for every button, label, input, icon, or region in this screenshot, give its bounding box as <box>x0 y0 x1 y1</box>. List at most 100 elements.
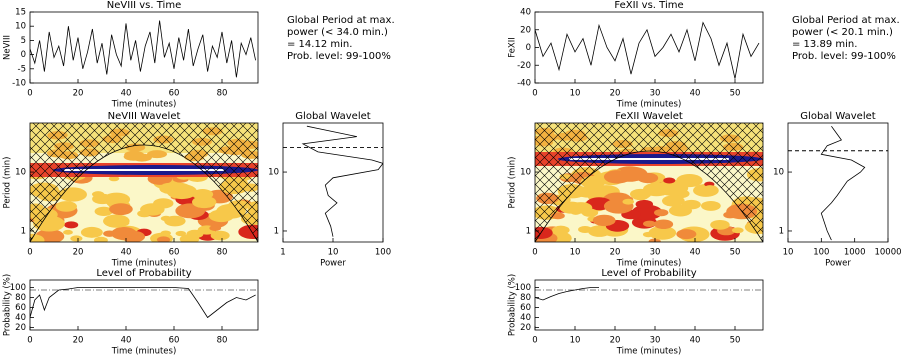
wavelet-blob <box>592 214 616 227</box>
x-tick-label: 20 <box>610 89 621 99</box>
y-tick-label: 0 <box>21 50 26 60</box>
x-tick-label: 20 <box>73 336 84 346</box>
data-line <box>535 21 760 79</box>
wavelet-blob <box>209 225 222 232</box>
plot-frame <box>534 122 764 243</box>
chart-title: FeXII vs. Time <box>614 0 683 11</box>
x-tick-label: 10 <box>783 248 794 258</box>
wavelet-blob <box>731 227 744 234</box>
plot-frame <box>29 279 259 331</box>
x-tick-label: 20 <box>73 248 84 258</box>
annotation: Global Period at max. <box>792 15 900 26</box>
plot-frame <box>282 122 384 243</box>
y-tick-label: -10 <box>12 79 26 89</box>
wavelet-blob <box>124 150 145 159</box>
x-axis-label: Time (minutes) <box>111 347 177 357</box>
annotation: = 14.12 min. <box>287 39 352 50</box>
x-tick-label: 0 <box>27 89 32 99</box>
x-tick-label: 20 <box>610 248 621 258</box>
x-tick-label: 100 <box>813 248 829 258</box>
y-axis-label: Probability (%) <box>508 274 518 336</box>
wavelet-blob <box>653 219 674 230</box>
wavelet-blob <box>654 209 669 217</box>
x-axis-label: Power <box>825 259 851 269</box>
x-tick-label: 50 <box>730 89 741 99</box>
x-tick-label: 10 <box>570 89 581 99</box>
x-tick-label: 80 <box>217 89 228 99</box>
y-tick-label: 60 <box>15 303 26 313</box>
wavelet-blob <box>676 173 703 188</box>
wavelet-blob <box>55 201 77 212</box>
x-tick-label: 0 <box>532 89 537 99</box>
y-tick-label: 1 <box>274 226 279 236</box>
wavelet-blob <box>580 175 606 189</box>
y-tick-label: -40 <box>517 79 531 89</box>
plot-frame <box>534 279 764 331</box>
x-tick-label: 10 <box>328 248 339 258</box>
wavelet-blob <box>91 191 105 198</box>
wavelet-band <box>64 169 224 171</box>
plot-frame <box>534 11 764 84</box>
x-tick-label: 30 <box>650 336 661 346</box>
chart-title: Level of Probability <box>601 268 696 279</box>
wavelet-blob <box>622 198 635 205</box>
x-tick-label: 50 <box>730 336 741 346</box>
y-tick-label: 15 <box>15 8 26 18</box>
x-tick-label: 1 <box>280 248 285 258</box>
wavelet-blob <box>103 214 130 228</box>
wavelet-blob <box>108 175 120 182</box>
y-axis-label: FeXII <box>508 37 518 58</box>
x-tick-label: 60 <box>169 89 180 99</box>
y-tick-label: 5 <box>21 36 26 46</box>
x-tick-label: 10 <box>570 336 581 346</box>
x-tick-label: 40 <box>690 336 701 346</box>
wavelet-blob <box>114 229 134 239</box>
y-axis-label: Probability (%) <box>3 274 13 336</box>
wavelet-blob <box>70 235 83 242</box>
data-line <box>535 287 599 301</box>
x-tick-label: 100 <box>375 248 391 258</box>
x-tick-label: 80 <box>217 336 228 346</box>
cone-of-influence-hatch <box>30 123 258 242</box>
wavelet-blob <box>587 225 611 237</box>
wavelet-blob <box>192 195 217 209</box>
x-tick-label: 80 <box>217 248 228 258</box>
wavelet-blob <box>109 203 133 216</box>
x-tick-label: 60 <box>169 248 180 258</box>
x-tick-label: 10000 <box>874 248 901 258</box>
wavelet-band <box>569 158 729 160</box>
wavelet-blob <box>710 219 730 230</box>
chart-title: NeVIII vs. Time <box>107 0 181 11</box>
x-tick-label: 0 <box>532 248 537 258</box>
x-tick-label: 40 <box>690 248 701 258</box>
y-tick-label: 80 <box>520 293 531 303</box>
y-axis-label: NeVIII <box>3 35 13 60</box>
x-tick-label: 10 <box>570 248 581 258</box>
x-axis-label: Time (minutes) <box>111 100 177 110</box>
data-line <box>30 287 256 319</box>
wavelet-blob <box>663 177 676 184</box>
y-tick-label: 20 <box>520 25 531 35</box>
wavelet-blob <box>552 225 570 235</box>
wavelet-blob <box>80 226 103 238</box>
y-tick-label: 1 <box>779 226 784 236</box>
annotation: = 13.89 min. <box>792 39 857 50</box>
y-tick-label: 40 <box>520 8 531 18</box>
plot-frame <box>787 122 889 243</box>
wavelet-blob <box>668 204 692 217</box>
cone-of-influence <box>30 144 258 242</box>
x-axis-label: Time (minutes) <box>616 259 682 269</box>
wavelet-blob <box>643 220 656 227</box>
y-axis-label: Period (min) <box>3 157 13 209</box>
wavelet-blob <box>164 215 186 227</box>
x-tick-label: 0 <box>532 336 537 346</box>
wavelet-blob <box>635 199 654 209</box>
y-tick-label: 0 <box>526 43 531 53</box>
wavelet-blob <box>642 182 671 197</box>
y-tick-label: 10 <box>15 168 26 178</box>
y-tick-label: 10 <box>773 168 784 178</box>
y-tick-label: -20 <box>517 61 531 71</box>
x-tick-label: 30 <box>650 248 661 258</box>
y-tick-label: 1 <box>526 226 531 236</box>
plot-frame <box>29 11 259 84</box>
